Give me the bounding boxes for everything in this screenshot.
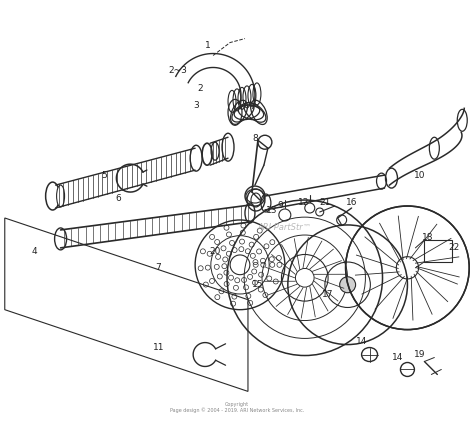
Text: Copyright
Page design © 2004 - 2019. ARI Network Services, Inc.: Copyright Page design © 2004 - 2019. ARI… [170,402,304,413]
Text: 10: 10 [414,170,425,180]
Text: 13: 13 [266,206,278,214]
Ellipse shape [56,185,64,207]
Text: 21: 21 [319,197,330,206]
Text: 14: 14 [356,337,367,346]
Text: 11: 11 [153,343,164,352]
Text: 9: 9 [277,200,283,209]
Text: 8: 8 [252,134,258,143]
Text: 22: 22 [449,243,460,252]
Text: 3: 3 [193,101,199,110]
Text: 20: 20 [210,247,221,257]
Text: ARI PartStr™: ARI PartStr™ [258,223,312,233]
Text: 18: 18 [421,233,433,242]
Text: 12: 12 [298,197,310,206]
Circle shape [340,277,356,293]
Text: 19: 19 [414,350,425,359]
Text: 7: 7 [155,263,161,272]
Text: 15: 15 [252,280,264,289]
Text: 17: 17 [322,290,333,299]
Text: 5: 5 [101,170,107,180]
Text: 14: 14 [392,353,403,362]
Text: 6: 6 [116,194,121,203]
Text: 16: 16 [346,197,357,206]
Text: 2: 2 [197,84,203,93]
Text: 4: 4 [32,247,37,257]
Text: 1: 1 [205,41,211,50]
Text: 2~3: 2~3 [169,66,188,75]
